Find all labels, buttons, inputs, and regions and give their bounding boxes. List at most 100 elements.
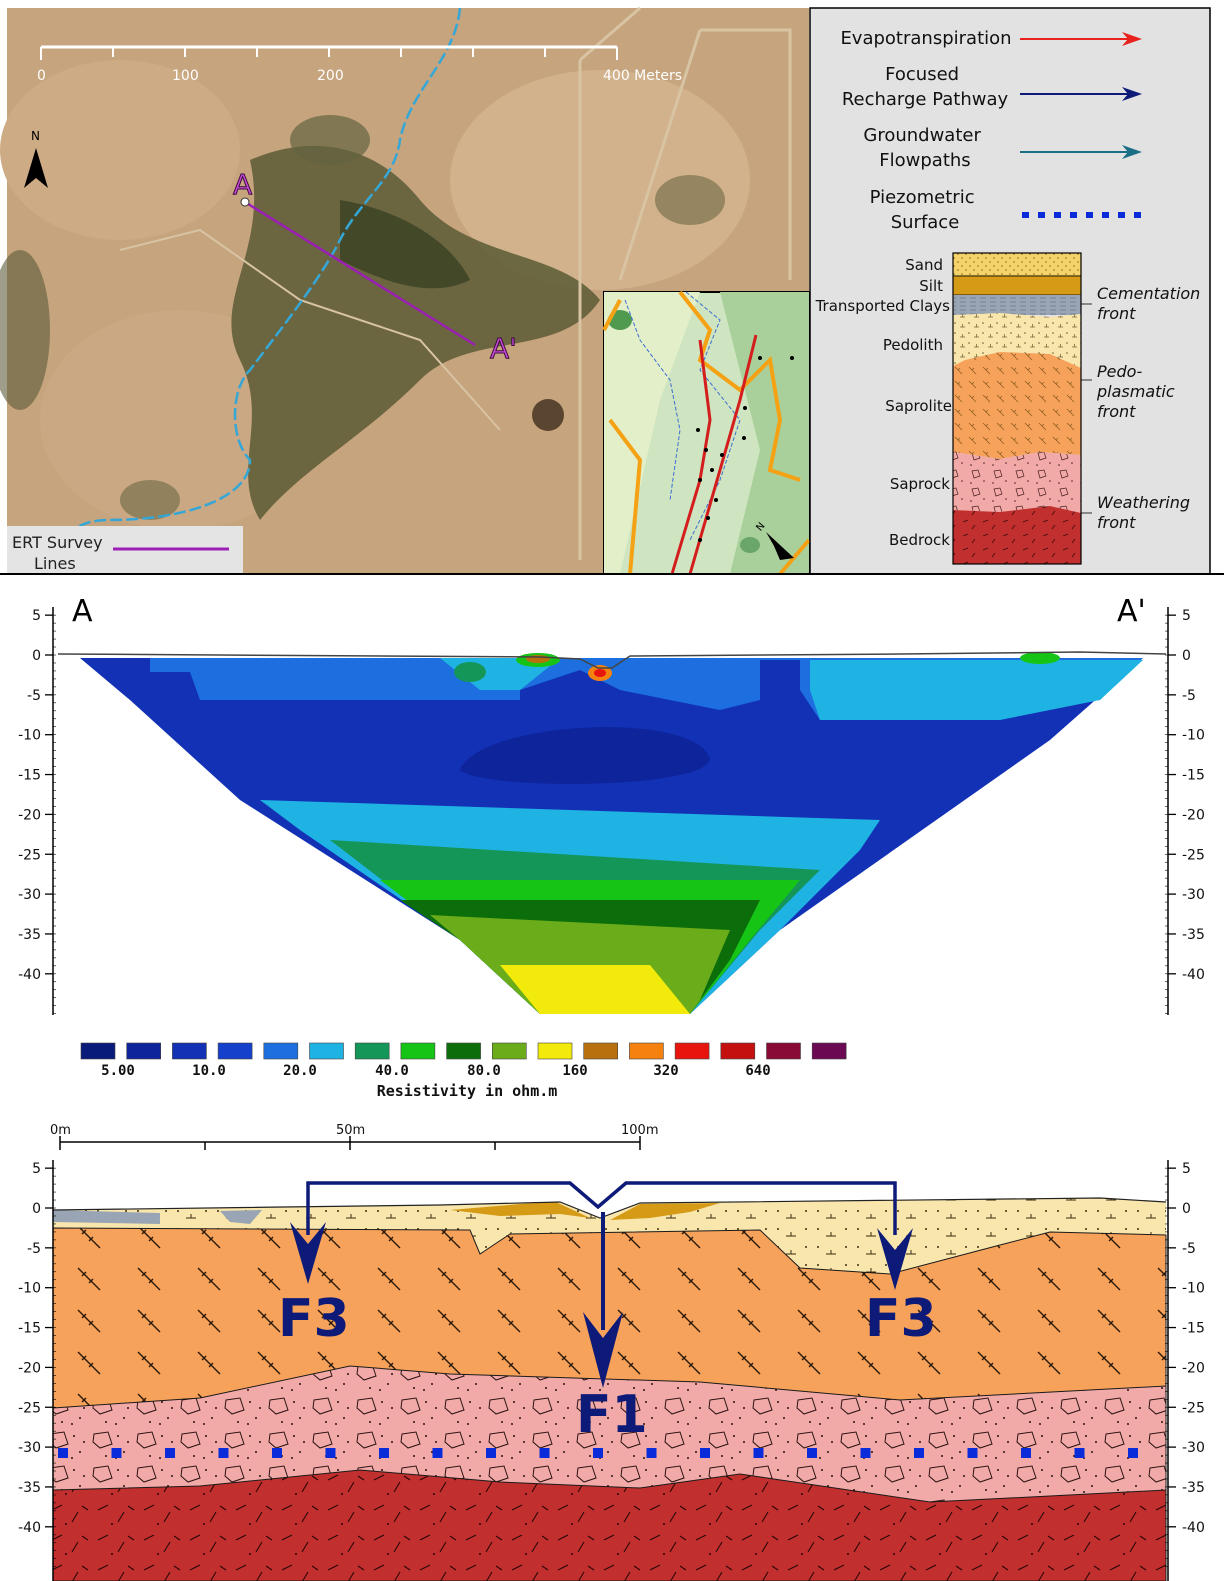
model-axis-label-left: -25 [18, 1400, 41, 1416]
front-label-pedoplasmatic: Pedo- plasmatic front [1096, 362, 1180, 421]
cbar-label-10: 10.0 [192, 1063, 226, 1079]
ert-legend-line-1: ERT Survey [12, 533, 103, 552]
ert-axis-label-right: -15 [1182, 768, 1205, 784]
piezometric-marker [111, 1448, 122, 1458]
model-y-axis: 5 5 0 0 -5 -5 -10 -10 -15 -15 -20 -20 -25 -25 -30 -30 -3… [18, 1161, 1205, 1567]
cementation-line-2: front [1097, 304, 1136, 323]
ert-axis-label-right: -20 [1182, 807, 1205, 823]
legend-groundwater-line-2: Flowpaths [879, 150, 970, 171]
piezometric-marker [379, 1448, 389, 1458]
colorbar-swatch [126, 1042, 161, 1060]
legend-groundwater: Groundwater Flowpaths [863, 125, 986, 171]
piezometric-marker [700, 1448, 710, 1458]
model-axis-label-right: -5 [1182, 1241, 1196, 1257]
scale-tick-100: 100 [172, 68, 199, 84]
distance-tick-0m: 0m [50, 1123, 71, 1138]
piezometric-marker [860, 1448, 871, 1458]
front-label-weathering: Weathering front [1097, 493, 1195, 532]
legend-focused-line-1: Focused [885, 64, 959, 85]
ert-section: A A' 5 5 0 0 -5 -5 -10 -10 -15 -15 -20 -20 -25 -25 -30… [18, 594, 1205, 1015]
ert-axis-label-left: 5 [32, 608, 41, 624]
layer-label-bedrock: Bedrock [889, 531, 950, 549]
model-axis-label-left: -35 [18, 1480, 41, 1496]
piezometric-marker [58, 1448, 68, 1458]
piezometric-marker [914, 1448, 924, 1458]
conceptual-model: 0m 50m 100m 5 5 0 0 -5 -5 -10 -10 -15 -15 -20 -20 -2… [18, 1123, 1205, 1581]
colorbar-swatch [309, 1042, 344, 1060]
front-label-cementation: Cementation front [1097, 284, 1205, 323]
colorbar-swatch [400, 1042, 436, 1060]
piezometric-marker [539, 1448, 550, 1458]
colorbar-swatch [537, 1042, 573, 1060]
cbar-label-80: 80.0 [467, 1063, 501, 1079]
recharge-arrow-left-icon [290, 1222, 326, 1284]
north-arrow-icon: N [24, 129, 48, 188]
model-axis-label-right: -30 [1182, 1440, 1205, 1456]
cbar-label-640: 640 [745, 1063, 770, 1079]
weathering-line-1: Weathering [1097, 493, 1190, 512]
cementation-line-1: Cementation [1097, 284, 1200, 303]
legend-focused-line-2: Recharge Pathway [842, 89, 1009, 110]
model-axis-label-right: 5 [1182, 1161, 1191, 1177]
ert-axis-label-right: 0 [1182, 648, 1191, 664]
piezometric-marker [486, 1448, 496, 1458]
scale-tick-0: 0 [37, 68, 46, 84]
cbar-label-20: 20.0 [283, 1063, 317, 1079]
distance-tick-100m: 100m [621, 1123, 658, 1138]
model-axis-label-right: -35 [1182, 1480, 1205, 1496]
model-axis-label-right: -40 [1182, 1520, 1205, 1536]
ert-axis-label-left: 0 [32, 648, 41, 664]
model-axis-label-left: -40 [18, 1520, 41, 1536]
model-axis-label-left: -15 [18, 1321, 41, 1337]
pedoplasmatic-line-1: Pedo- [1097, 362, 1142, 381]
ert-axis-label-left: -20 [18, 807, 41, 823]
evapotranspiration-arrow-icon [1122, 32, 1142, 46]
piezometric-marker [218, 1448, 229, 1458]
cbar-label-160: 160 [562, 1063, 587, 1079]
piezometric-marker [325, 1448, 336, 1458]
model-axis-label-right: -10 [1182, 1281, 1205, 1297]
aerial-map: A A' 0 100 200 400 Meters N [0, 6, 811, 576]
piezometric-marker [1074, 1448, 1085, 1458]
piezometric-marker [272, 1448, 282, 1458]
ert-axis-label-left: -5 [27, 688, 41, 704]
ert-axis-label-left: -25 [18, 847, 41, 863]
model-axis-label-left: -30 [18, 1440, 41, 1456]
model-axis-label-right: 0 [1182, 1201, 1191, 1217]
resistivity-colorbar [80, 1042, 847, 1060]
colorbar-swatch [80, 1042, 116, 1060]
piezometric-marker [432, 1448, 443, 1458]
ert-axis-label-left: -30 [18, 887, 41, 903]
map-label-a-prime: A' [490, 332, 517, 365]
legend-groundwater-line-1: Groundwater [863, 125, 981, 146]
colorbar-swatch [720, 1042, 756, 1060]
colorbar-swatch [811, 1042, 847, 1060]
cbar-label-40: 40.0 [375, 1063, 409, 1079]
pedoplasmatic-line-2: plasmatic [1096, 382, 1175, 401]
cbar-label-5: 5.00 [101, 1063, 135, 1079]
model-axis-label-right: -20 [1182, 1360, 1205, 1376]
distance-tick-50m: 50m [336, 1123, 365, 1138]
layer-label-sand: Sand [905, 256, 943, 274]
colorbar-swatch [766, 1042, 801, 1060]
label-f3-right: F3 [865, 1289, 937, 1349]
ert-legend: ERT Survey Lines [7, 526, 243, 574]
colorbar-labels: 5.00 10.0 20.0 40.0 80.0 160 320 640 Res… [101, 1063, 771, 1100]
ert-label-a-prime: A' [1117, 594, 1146, 629]
layer-label-silt: Silt [919, 277, 943, 295]
colorbar-swatch [172, 1042, 207, 1060]
legend-evapotranspiration: Evapotranspiration [840, 28, 1011, 49]
ert-y-axis: 5 5 0 0 -5 -5 -10 -10 -15 -15 -20 -20 -25 -25 -30 -30 -3… [18, 608, 1205, 1014]
scale-tick-400: 400 Meters [603, 68, 682, 84]
layer-label-clays: Transported Clays [815, 297, 951, 315]
ert-axis-label-right: -30 [1182, 887, 1205, 903]
piezometric-marker [1128, 1448, 1138, 1458]
model-axis-label-left: -10 [18, 1281, 41, 1297]
ert-axis-label-left: -15 [18, 768, 41, 784]
piezometric-surface [58, 1448, 1138, 1458]
legend-panel: Evapotranspiration Focused Recharge Path… [809, 7, 1211, 575]
strat-column [952, 252, 1082, 565]
model-axis-label-right: -15 [1182, 1321, 1205, 1337]
legend-focused-recharge: Focused Recharge Pathway [842, 64, 1009, 110]
